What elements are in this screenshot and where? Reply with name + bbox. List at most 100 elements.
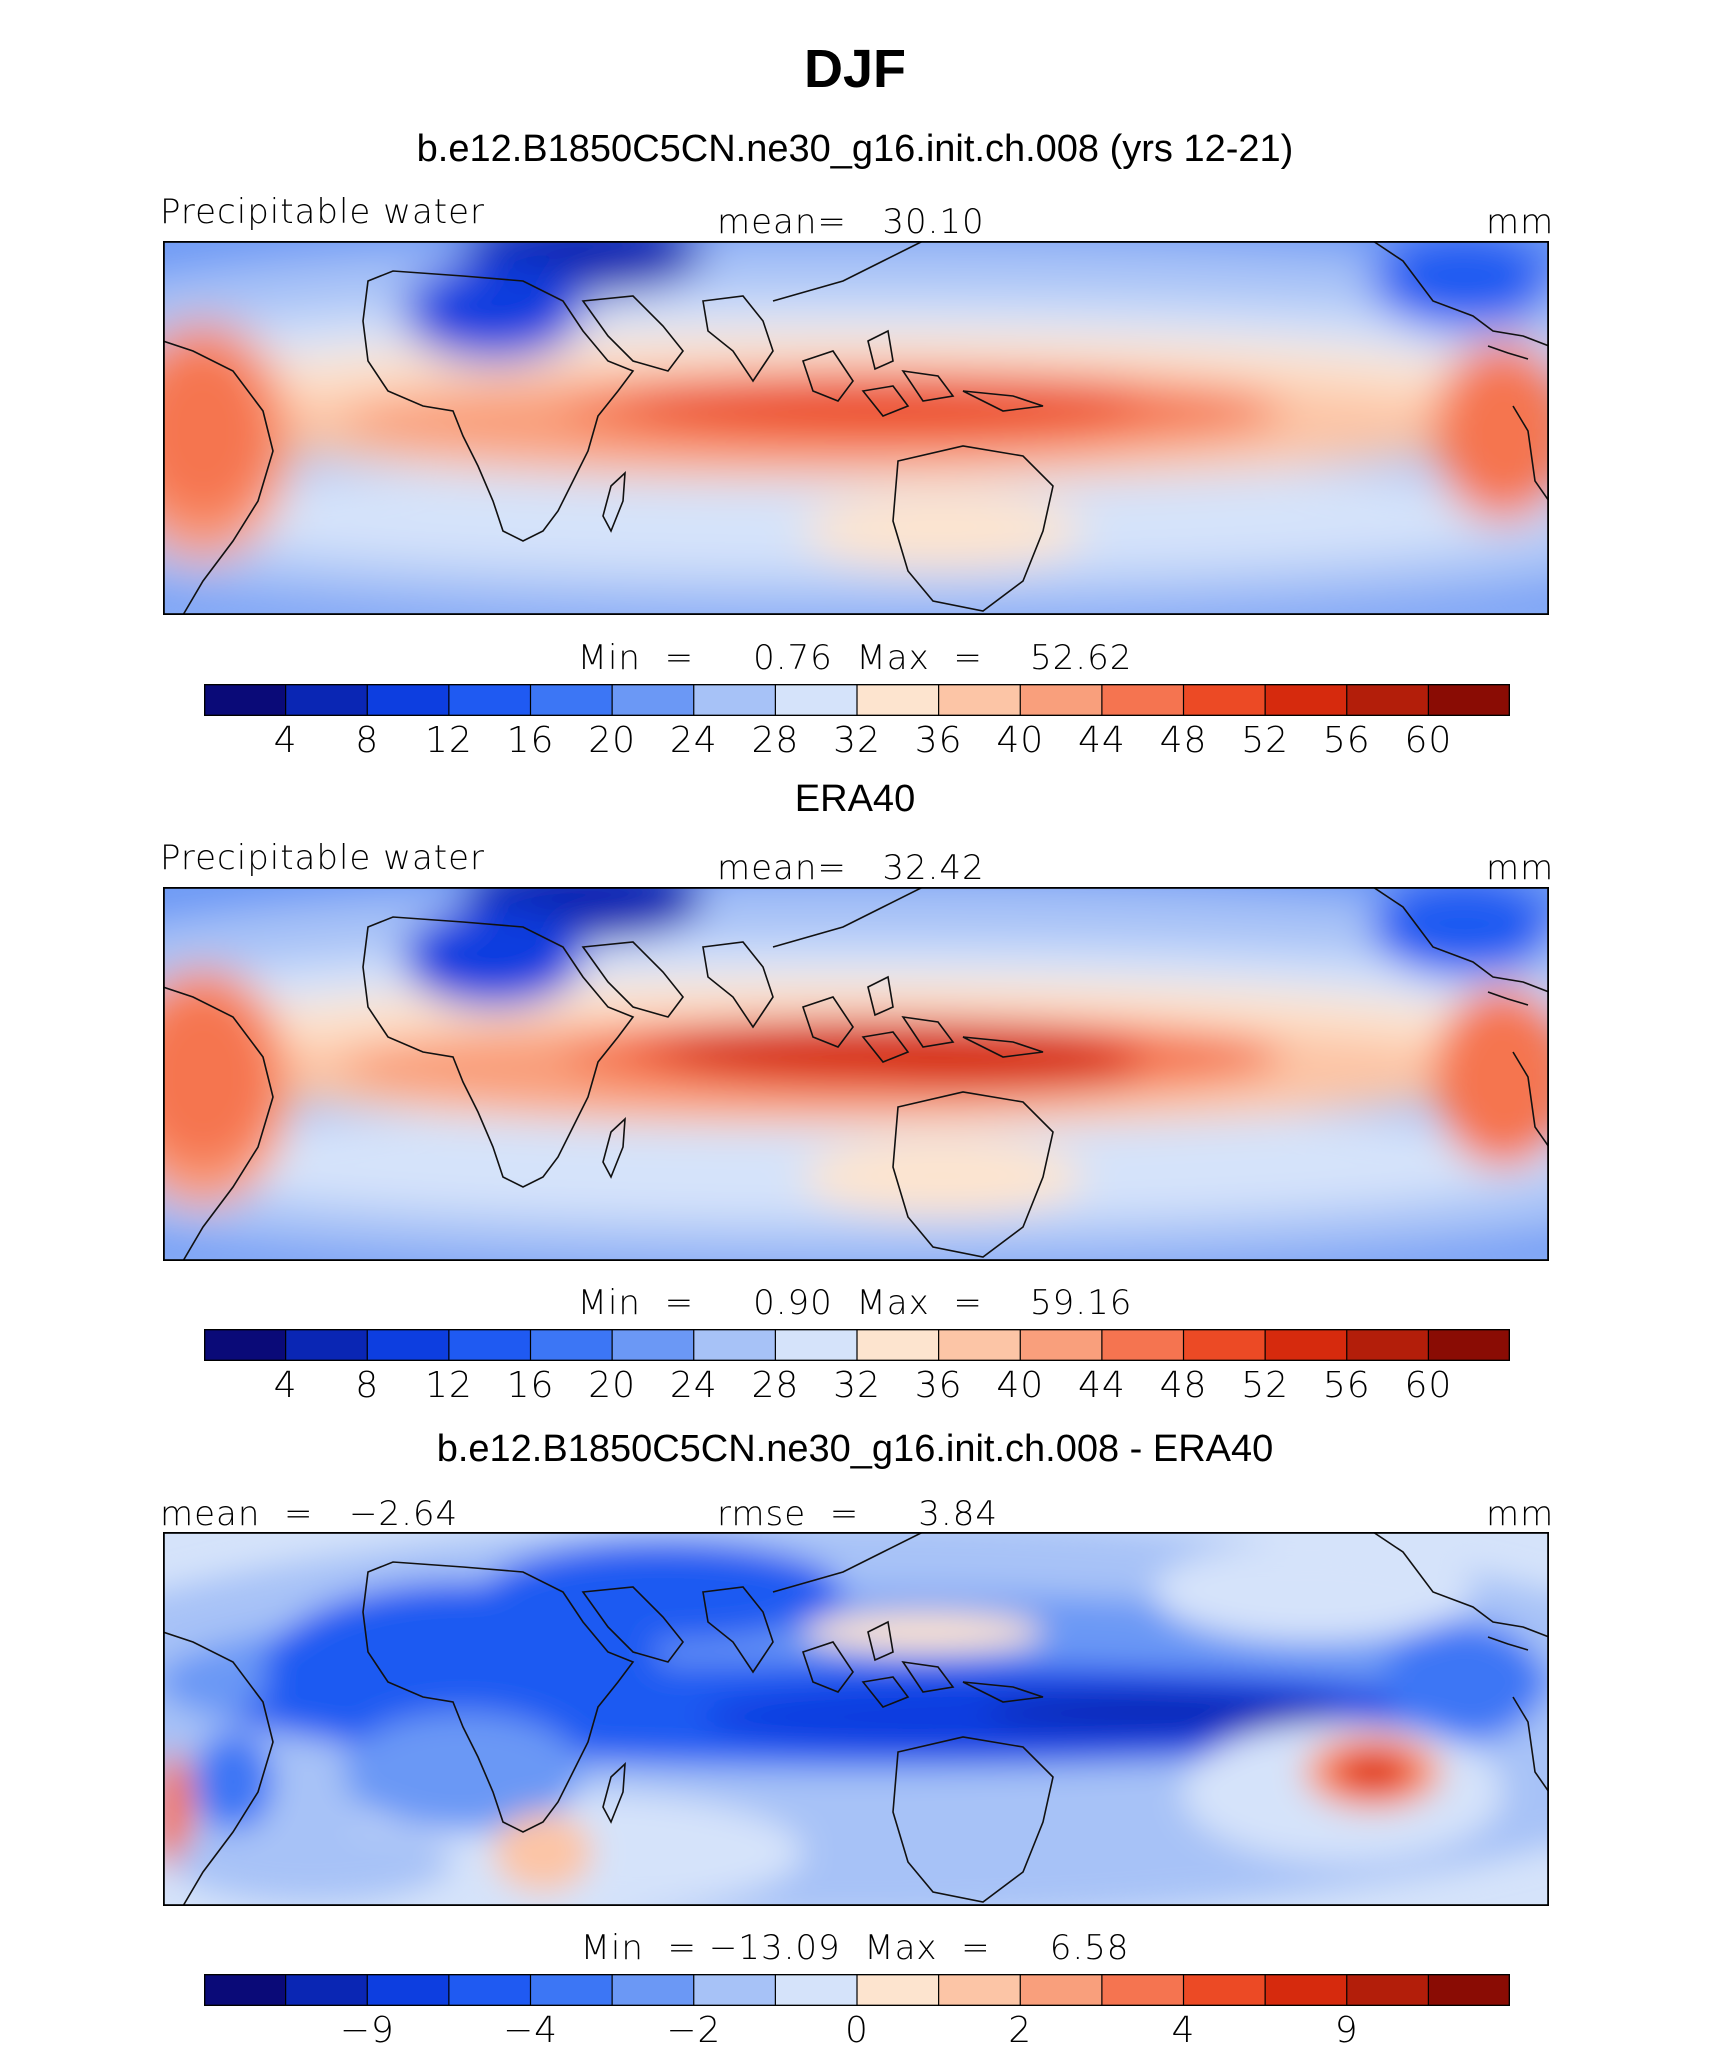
contour-field [163,887,1549,1261]
colorbar-tick-label: 52 [1241,720,1290,761]
panel-2-units: mm [1486,848,1555,888]
coastline [892,445,1054,612]
coastlines [163,887,1549,1261]
colorbar-tick-label: 48 [1159,1365,1208,1406]
coastline [772,887,924,948]
contour-region [1373,887,1549,977]
contour-region [163,341,273,521]
colorbar-swatch-12 [1182,684,1267,716]
colorbar-tick-label: 24 [669,720,718,761]
contour-region [803,1612,1043,1652]
panel-1-colorbar [204,684,1510,716]
coastline [867,1620,894,1662]
coastline [362,916,635,1188]
contour-region [1383,1622,1543,1742]
coastline [702,1586,774,1674]
colorbar-swatch-2 [366,684,450,716]
panel-2-mean-label: mean= 32.42 [717,848,985,888]
coastline [962,1681,1044,1703]
panel-3-title: b.e12.B1850C5CN.ne30_g16.init.ch.008 - E… [436,1428,1274,1470]
colorbar-swatch-0 [204,684,287,716]
colorbar-swatch-0 [204,1974,287,2006]
colorbar-swatch-15 [1427,1329,1510,1361]
colorbar-swatch-11 [1101,1329,1185,1361]
colorbar-swatch-15 [1427,1974,1510,2006]
colorbar-swatch-1 [285,684,369,716]
contour-region [403,907,583,1007]
panel-2-colorbar [204,1329,1510,1361]
coastline [772,1532,924,1593]
coastline [602,1762,626,1824]
colorbar-tick-label: 8 [355,720,380,761]
colorbar-frame [204,1974,1510,2006]
colorbar-tick-label: 56 [1322,1365,1371,1406]
colorbar-swatch-3 [448,1974,532,2006]
colorbar-tick-label: 40 [996,720,1045,761]
colorbar-tick-label: 24 [669,1365,718,1406]
coastline [801,1641,854,1693]
contour-region [1433,341,1549,521]
panel-3-map [163,1532,1549,1906]
contour-region [1373,241,1549,331]
colorbar-swatch-8 [856,1974,940,2006]
colorbar-swatch-2 [366,1974,450,2006]
colorbar-swatch-10 [1019,1329,1103,1361]
coastline [362,270,635,542]
colorbar-frame [204,1329,1510,1361]
contour-field [163,241,1549,615]
colorbar-tick-label: 60 [1404,720,1453,761]
colorbar-swatch-8 [856,1329,940,1361]
colorbar-tick-label: 16 [506,1365,555,1406]
panel-2-min-max: Min = 0.90 Max = 59.16 [577,1283,1133,1323]
colorbar-swatch-3 [448,1329,532,1361]
colorbar-swatch-13 [1264,1974,1348,2006]
colorbar-swatch-6 [693,1974,777,2006]
coastline [861,385,910,417]
colorbar-swatch-10 [1019,1974,1103,2006]
colorbar-tick-label: 40 [996,1365,1045,1406]
colorbar-tick-label: 28 [751,720,800,761]
panel-2-map [163,887,1549,1261]
colorbar-tick-label: 36 [914,720,963,761]
colorbar-swatch-4 [529,684,614,716]
coastline [581,1586,685,1663]
colorbar-swatch-3 [448,684,532,716]
contour-region [483,1542,843,1642]
colorbar-swatch-9 [938,684,1022,716]
coastline [867,975,894,1017]
colorbar-tick-label: 9 [1334,2010,1359,2051]
coastline [1372,1532,1549,1638]
panel-1-colorbar-ticks: 4 8 12 16 20 24 28 32 36 40 44 48 52 56 60 [204,720,1510,764]
coastlines [163,1532,1549,1906]
coastline [1512,1696,1549,1793]
coastline [1372,241,1549,347]
contour-region [803,491,1083,571]
colorbar-swatch-13 [1264,684,1348,716]
contour-region [343,1712,583,1832]
map-frame [163,887,1549,1261]
coastline [962,390,1044,412]
colorbar-tick-label: 4 [273,1365,298,1406]
colorbar-tick-label: 20 [588,1365,637,1406]
contour-region [193,1732,273,1832]
coastline [861,1031,910,1063]
coastline [581,941,685,1018]
coastline [1487,1636,1529,1651]
panel-1-title: b.e12.B1850C5CN.ne30_g16.init.ch.008 (yr… [416,128,1294,170]
coastline [1512,405,1549,502]
colorbar-swatch-13 [1264,1329,1348,1361]
colorbar-tick-label: 12 [424,1365,473,1406]
colorbar-tick-label: 0 [845,2010,869,2051]
colorbar-tick-label: 8 [355,1365,380,1406]
coastline [901,1015,955,1048]
contour-region [163,987,273,1167]
contour-region [173,1822,453,1902]
colorbar-tick-label: 32 [833,1365,881,1406]
coastline [901,369,955,402]
colorbar-swatch-15 [1427,684,1510,716]
colorbar-swatch-4 [529,1329,614,1361]
coastline [892,1736,1054,1903]
coastline [702,941,774,1029]
colorbar-frame [204,684,1510,716]
panel-3-min-max: Min = −13.09 Max = 6.58 [580,1928,1130,1968]
